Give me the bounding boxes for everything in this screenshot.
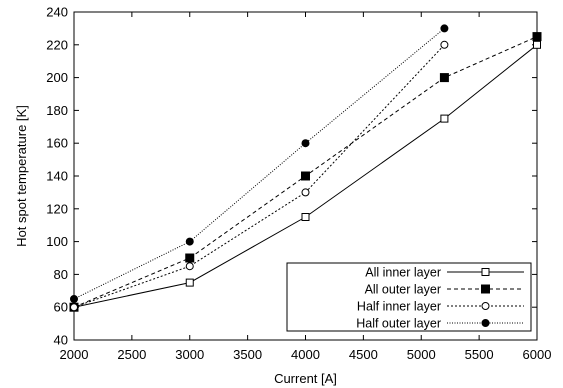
y-tick-label: 40 — [54, 333, 68, 348]
data-point — [70, 303, 78, 312]
data-point — [301, 171, 310, 181]
series-half-inner-layer — [70, 40, 449, 312]
legend-marker — [481, 302, 490, 310]
data-point — [301, 188, 310, 197]
x-tick-label: 4500 — [349, 347, 378, 362]
y-tick-label: 80 — [54, 267, 68, 282]
x-tick-label: 3000 — [175, 347, 204, 362]
legend-label: Half inner layer — [357, 300, 441, 314]
data-point — [185, 262, 194, 271]
legend-label: Half outer layer — [356, 317, 441, 331]
y-tick-label: 180 — [46, 103, 68, 118]
y-axis-label: Hot spot temperature [K] — [14, 105, 29, 247]
y-tick-label: 220 — [46, 37, 68, 52]
x-tick-label: 5500 — [465, 347, 494, 362]
data-point — [440, 40, 449, 49]
legend-marker — [481, 284, 490, 294]
data-point — [185, 278, 194, 287]
x-tick-label: 6000 — [523, 347, 552, 362]
data-point — [185, 237, 194, 246]
x-tick-label: 4000 — [291, 347, 320, 362]
y-tick-label: 140 — [46, 169, 68, 184]
data-point — [440, 114, 449, 123]
y-tick-label: 120 — [46, 201, 68, 216]
data-point — [439, 73, 449, 83]
x-tick-label: 2500 — [117, 347, 146, 362]
data-point — [185, 253, 195, 263]
x-axis-label: Current [A] — [274, 371, 337, 386]
x-tick-label: 3500 — [233, 347, 262, 362]
x-tick-label: 2000 — [60, 347, 89, 362]
legend-marker — [481, 319, 490, 327]
data-point — [301, 139, 310, 148]
legend-box — [286, 262, 532, 332]
data-point — [301, 213, 310, 221]
data-point — [532, 32, 542, 42]
y-tick-label: 160 — [46, 136, 68, 151]
data-point — [70, 295, 78, 303]
axis-ticks: 2000 2500 3000 3500 4000 4500 5000 5500 6000 40 60… — [46, 5, 551, 363]
data-point — [440, 24, 449, 33]
y-tick-label: 60 — [54, 300, 68, 315]
legend-label: All inner layer — [365, 266, 441, 280]
legend: All inner layer All outer layer Half inner… — [286, 262, 532, 332]
y-tick-label: 200 — [46, 70, 68, 85]
legend-marker — [481, 268, 490, 276]
x-tick-label: 5000 — [407, 347, 436, 362]
series-half-outer-layer — [70, 24, 449, 303]
series-line — [73, 28, 445, 300]
y-tick-label: 240 — [46, 5, 68, 20]
legend-label: All outer layer — [365, 283, 441, 297]
series-line — [73, 44, 445, 308]
data-point — [533, 40, 541, 49]
y-tick-label: 100 — [46, 234, 68, 249]
series-layer — [69, 24, 542, 312]
